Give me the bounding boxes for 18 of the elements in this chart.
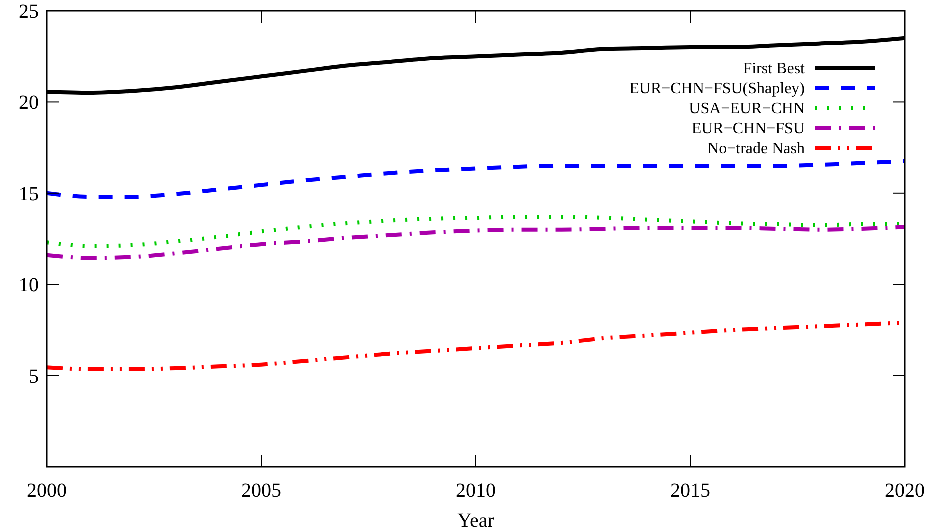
y-tick-label: 10 — [19, 274, 39, 297]
legend-label: No−trade Nash — [708, 140, 805, 158]
legend-label: EUR−CHN−FSU — [692, 120, 806, 138]
y-tick-label: 15 — [19, 183, 39, 206]
legend-label: EUR−CHN−FSU(Shapley) — [630, 80, 805, 98]
x-tick-label: 2005 — [242, 480, 282, 502]
line-series — [45, 225, 907, 260]
x-tick-label: 2020 — [885, 480, 925, 502]
y-tick-label: 25 — [19, 1, 39, 23]
x-tick-label: 2010 — [456, 480, 496, 502]
x-axis-title: Year — [458, 510, 495, 531]
line-series — [45, 159, 907, 200]
x-tick-label: 2000 — [27, 480, 67, 502]
y-tick-label: 5 — [29, 366, 39, 388]
legend-label: First Best — [743, 60, 806, 78]
legend-label: USA−EUR−CHN — [689, 100, 806, 118]
x-tick-label: 2015 — [670, 480, 710, 502]
y-tick-label: 20 — [19, 92, 39, 114]
